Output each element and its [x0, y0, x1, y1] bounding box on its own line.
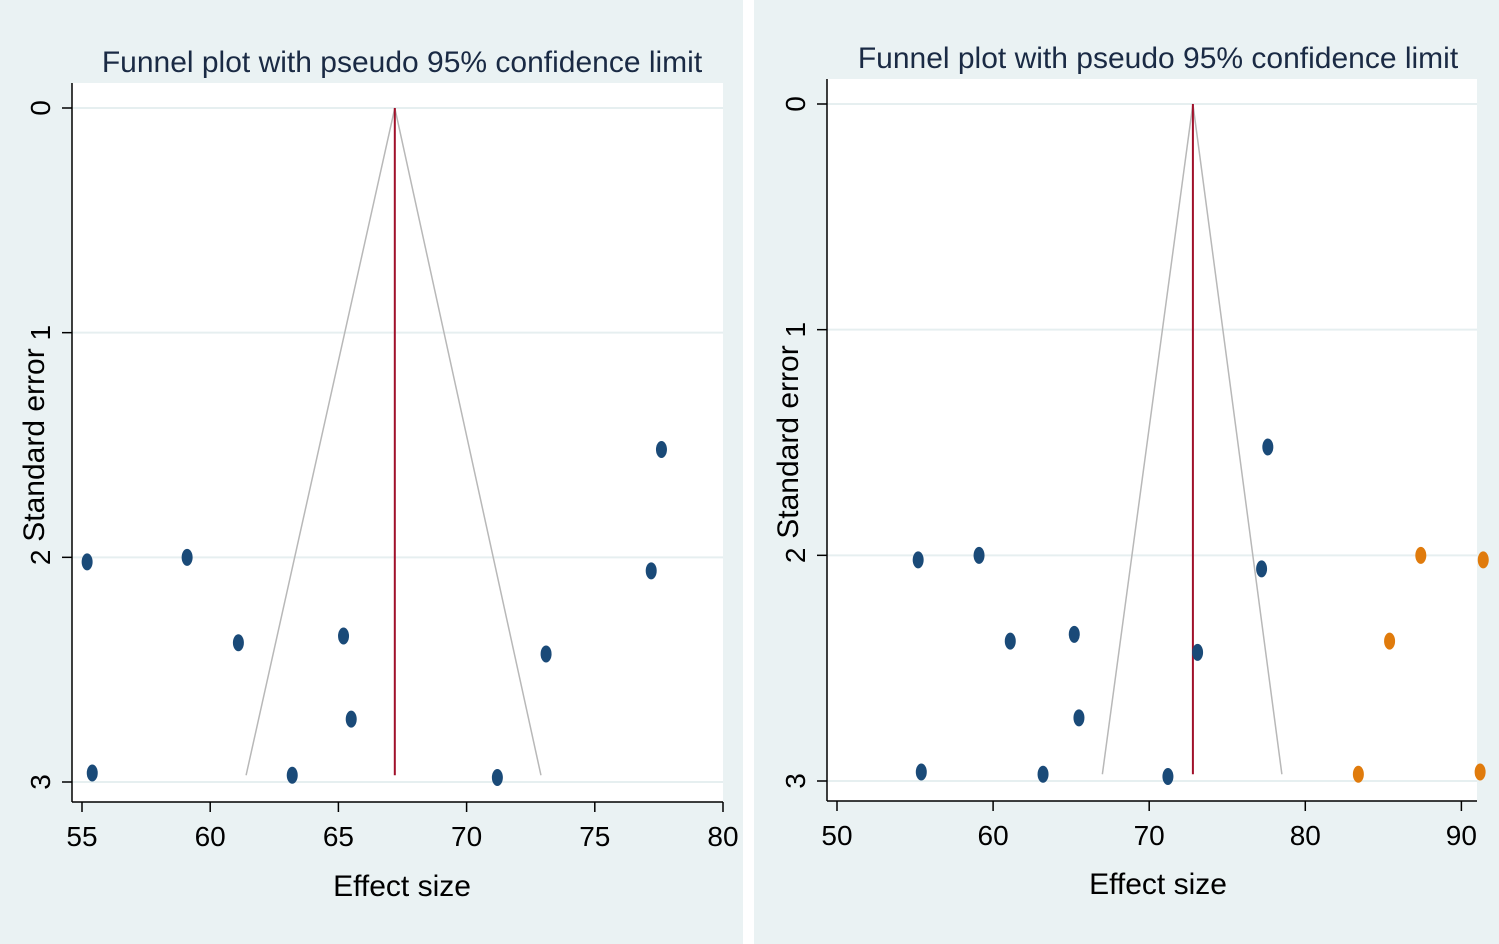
x-tick-label: 80: [1290, 820, 1321, 851]
data-point: [915, 763, 927, 781]
y-tick-label: 3: [25, 774, 56, 790]
funnel-plot-panel-right: Funnel plot with pseudo 95% confidence l…: [754, 0, 1499, 944]
x-tick-label: 75: [579, 821, 610, 852]
x-tick-label: 65: [323, 821, 354, 852]
data-point: [1352, 765, 1364, 783]
data-point: [81, 553, 93, 571]
data-point: [1415, 546, 1427, 564]
x-tick-label: 90: [1446, 820, 1477, 851]
y-tick-label: 0: [25, 100, 56, 116]
y-tick-label: 0: [780, 96, 811, 112]
y-tick-label: 2: [25, 550, 56, 566]
x-tick-label: 60: [195, 821, 226, 852]
funnel-plot-panel-left: Funnel plot with pseudo 95% confidence l…: [0, 0, 743, 944]
y-tick-label: 2: [780, 548, 811, 564]
data-point: [1073, 709, 1085, 727]
data-point: [286, 766, 298, 784]
x-tick-label: 50: [821, 820, 852, 851]
chart-title: Funnel plot with pseudo 95% confidence l…: [102, 46, 703, 79]
data-point: [1256, 560, 1268, 578]
x-axis-title: Effect size: [333, 870, 471, 903]
y-axis-title: Standard error: [772, 345, 805, 538]
x-axis-title: Effect size: [1089, 868, 1227, 901]
data-point: [232, 634, 244, 652]
data-point: [86, 764, 98, 782]
data-point: [655, 440, 667, 458]
data-point: [540, 645, 552, 663]
y-axis-title: Standard error: [18, 348, 51, 541]
plot-area: 0 1 2 3 55 60 65 70 75 80: [25, 83, 739, 852]
x-tick-label: 70: [451, 821, 482, 852]
data-point: [1477, 551, 1489, 569]
data-point: [345, 710, 357, 728]
x-tick-label: 60: [978, 820, 1009, 851]
x-tick-label: 70: [1134, 820, 1165, 851]
y-tick-label: 1: [780, 322, 811, 338]
funnel-plot-left: Funnel plot with pseudo 95% confidence l…: [18, 46, 739, 903]
data-point: [1004, 632, 1016, 650]
plot-background: [72, 83, 723, 802]
data-point: [1262, 438, 1274, 456]
y-tick-label: 3: [780, 773, 811, 789]
y-tick-label: 1: [25, 325, 56, 341]
data-point: [491, 769, 503, 787]
data-point: [1384, 632, 1396, 650]
data-point: [1037, 765, 1049, 783]
data-point: [912, 551, 924, 569]
chart-title: Funnel plot with pseudo 95% confidence l…: [858, 42, 1459, 75]
funnel-plot-right: Funnel plot with pseudo 95% confidence l…: [772, 42, 1489, 901]
x-tick-label: 55: [66, 821, 97, 852]
plot-area: 0 1 2 3 50 60 70 80 90: [780, 79, 1489, 851]
data-point: [1192, 643, 1204, 661]
data-point: [1162, 767, 1174, 785]
plot-background: [827, 79, 1477, 801]
data-point: [645, 562, 657, 580]
data-point: [1068, 625, 1080, 643]
data-point: [338, 627, 350, 645]
x-tick-label: 80: [707, 821, 738, 852]
data-point: [181, 548, 193, 566]
data-point: [1474, 763, 1486, 781]
data-point: [973, 546, 985, 564]
